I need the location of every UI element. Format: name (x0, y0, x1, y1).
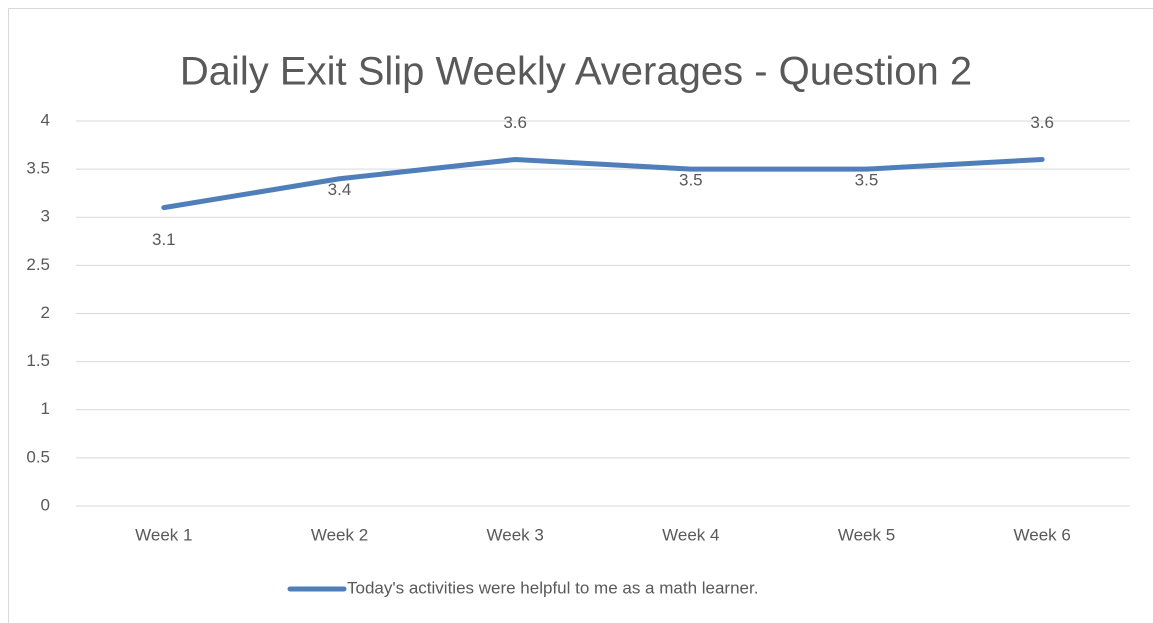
y-tick-label: 2 (41, 303, 50, 322)
x-tick-label: Week 3 (487, 525, 544, 544)
y-tick-label: 0 (41, 495, 50, 514)
chart-title: Daily Exit Slip Weekly Averages - Questi… (180, 50, 972, 94)
x-tick-label: Week 6 (1014, 525, 1071, 544)
x-tick-label: Week 5 (838, 525, 895, 544)
line-series (161, 157, 1045, 211)
y-tick-label: 3 (41, 207, 50, 226)
data-label: 3.1 (152, 230, 176, 249)
data-label: 3.6 (503, 113, 527, 132)
y-tick-label: 4 (41, 110, 50, 129)
y-tick-label: 2.5 (26, 255, 50, 274)
chart-border (8, 8, 1153, 623)
y-tick-label: 1 (41, 399, 50, 418)
legend-label: Today's activities were helpful to me as… (347, 578, 758, 597)
data-label: 3.5 (855, 171, 879, 190)
data-label: 3.4 (328, 180, 352, 199)
x-tick-label: Week 2 (311, 525, 368, 544)
x-tick-label: Week 4 (662, 525, 719, 544)
data-label: 3.5 (679, 171, 703, 190)
y-tick-label: 3.5 (26, 159, 50, 178)
y-tick-label: 1.5 (26, 351, 50, 370)
data-label: 3.6 (1030, 113, 1054, 132)
y-tick-label: 0.5 (26, 447, 50, 466)
x-tick-label: Week 1 (135, 525, 192, 544)
